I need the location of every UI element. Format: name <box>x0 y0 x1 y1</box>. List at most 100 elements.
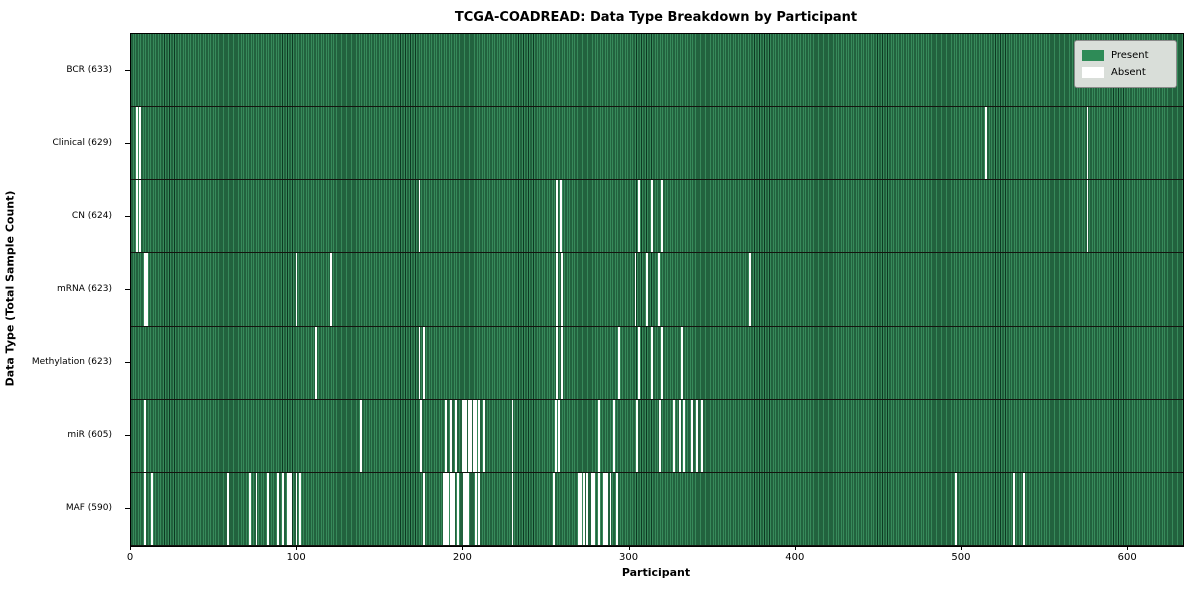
legend-label: Absent <box>1111 66 1146 78</box>
x-tick-mark <box>960 546 962 550</box>
y-tick-mark <box>125 362 130 364</box>
absent-mark <box>681 326 683 399</box>
absent-mark <box>661 326 663 399</box>
x-tick-mark <box>794 546 796 550</box>
absent-mark <box>445 399 447 472</box>
y-tick-label-mrna: mRNA (623) <box>57 284 112 294</box>
y-tick-label-methylation: Methylation (623) <box>31 357 112 368</box>
absent-mark <box>267 472 270 545</box>
x-tick-label-100: 100 <box>286 552 306 563</box>
absent-mark <box>696 399 698 472</box>
absent-mark <box>511 399 514 472</box>
absent-mark <box>691 399 693 472</box>
absent-mark <box>288 472 291 545</box>
heatmap-row-cn <box>131 180 1183 254</box>
absent-mark <box>139 180 142 253</box>
absent-mark <box>553 472 555 545</box>
absent-mark <box>616 472 619 545</box>
absent-mark <box>586 472 589 545</box>
absent-mark <box>556 253 559 326</box>
absent-mark <box>637 326 640 399</box>
absent-mark <box>955 472 958 545</box>
absent-mark <box>651 326 653 399</box>
x-tick-label-400: 400 <box>785 552 805 563</box>
absent-mark <box>420 399 422 472</box>
absent-mark <box>749 253 752 326</box>
absent-mark <box>139 107 142 180</box>
absent-mark <box>475 472 477 545</box>
absent-mark <box>478 399 481 472</box>
y-tick-mark <box>125 508 130 510</box>
absent-mark <box>144 253 147 326</box>
absent-mark <box>450 472 452 545</box>
absent-mark <box>659 399 662 472</box>
absent-mark <box>451 472 454 545</box>
absent-mark <box>617 326 620 399</box>
absent-mark <box>651 180 653 253</box>
absent-mark <box>456 472 459 545</box>
absent-mark <box>604 472 607 545</box>
absent-mark <box>609 472 612 545</box>
absent-mark <box>466 472 469 545</box>
absent-mark <box>561 326 564 399</box>
legend-box: Present Absent <box>1074 40 1177 88</box>
absent-mark <box>1013 472 1016 545</box>
absent-mark <box>277 472 280 545</box>
absent-mark <box>561 253 564 326</box>
legend-item-present: Present <box>1082 47 1168 64</box>
absent-mark <box>463 472 466 545</box>
absent-mark <box>295 253 298 326</box>
legend-swatch-absent <box>1082 67 1104 78</box>
heatmap-row-methylation <box>131 326 1183 400</box>
absent-mark <box>450 399 452 472</box>
heatmap-row-bcr <box>131 34 1183 108</box>
absent-mark <box>672 399 675 472</box>
absent-mark <box>554 399 557 472</box>
y-tick-label-clinical: Clinical (629) <box>52 137 112 148</box>
y-tick-mark <box>125 435 130 437</box>
absent-mark <box>443 472 446 545</box>
absent-mark <box>287 472 290 545</box>
absent-mark <box>511 472 514 545</box>
absent-mark <box>646 253 648 326</box>
absent-mark <box>591 472 594 545</box>
absent-mark <box>598 472 600 545</box>
absent-mark <box>682 399 685 472</box>
chart-title: TCGA-COADREAD: Data Type Breakdown by Pa… <box>454 10 858 25</box>
absent-mark <box>330 253 333 326</box>
absent-mark <box>298 472 301 545</box>
absent-mark <box>478 472 481 545</box>
y-tick-label-maf: MAF (590) <box>65 503 112 514</box>
absent-mark <box>556 326 559 399</box>
absent-mark <box>475 399 477 472</box>
absent-mark <box>135 180 138 253</box>
absent-mark <box>465 399 467 472</box>
absent-mark <box>446 472 449 545</box>
absent-mark <box>295 472 298 545</box>
y-tick-label-cn: CN (624) <box>71 210 112 221</box>
absent-mark <box>227 472 230 545</box>
x-tick-mark <box>296 546 298 550</box>
absent-mark <box>144 472 147 545</box>
absent-mark <box>558 399 560 472</box>
y-tick-mark <box>125 142 130 144</box>
legend-swatch-present <box>1082 50 1104 61</box>
absent-mark <box>483 399 486 472</box>
absent-mark <box>423 472 426 545</box>
x-tick-label-300: 300 <box>619 552 639 563</box>
absent-mark <box>282 472 285 545</box>
absent-mark <box>661 180 663 253</box>
y-tick-mark <box>125 215 130 217</box>
absent-mark <box>455 399 457 472</box>
heatmap-row-mrna <box>131 253 1183 327</box>
absent-mark <box>612 399 615 472</box>
x-tick-mark <box>130 546 131 550</box>
absent-mark <box>453 472 456 545</box>
absent-mark <box>1086 180 1089 253</box>
absent-mark <box>470 399 472 472</box>
absent-mark <box>579 472 582 545</box>
x-axis-label: Participant <box>621 566 691 579</box>
absent-mark <box>248 472 251 545</box>
absent-mark <box>657 253 660 326</box>
